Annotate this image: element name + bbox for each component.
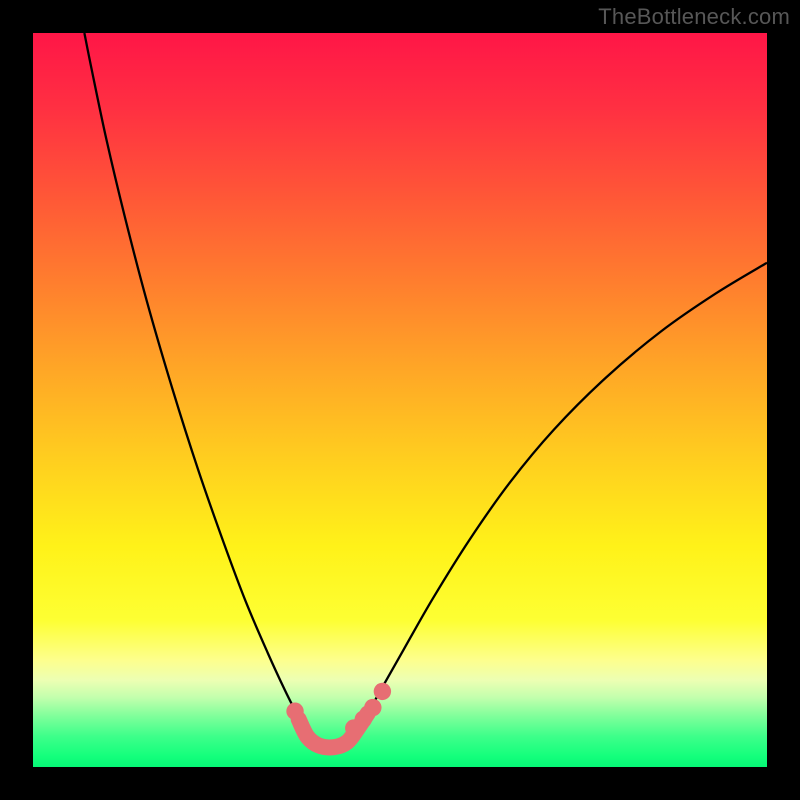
marker-dot: [286, 703, 303, 720]
bottleneck-chart: [0, 0, 800, 800]
chart-container: TheBottleneck.com: [0, 0, 800, 800]
marker-dot: [364, 699, 381, 716]
marker-dot: [374, 683, 391, 700]
watermark-text: TheBottleneck.com: [598, 4, 790, 30]
